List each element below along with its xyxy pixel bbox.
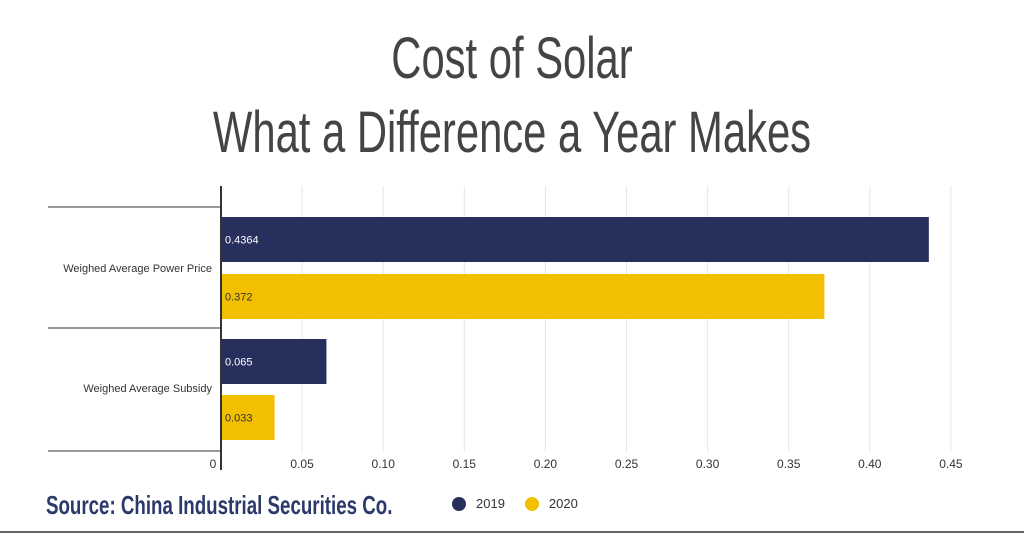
x-tick-label: 0.40 [858,457,882,471]
x-tick-label: 0.20 [534,457,558,471]
bar-2019 [222,339,327,384]
bar-2019 [222,217,929,262]
chart-title: Cost of Solar [391,26,633,91]
x-tick-label: 0 [210,457,217,471]
legend-item-2020: 2020 [524,496,578,511]
x-tick-label: 0.15 [453,457,477,471]
x-tick-label: 0.10 [372,457,396,471]
legend-swatch-2019 [452,496,466,511]
x-tick-label: 0.35 [777,457,801,471]
category-label: Weighed Average Power Price [63,263,212,275]
x-tick-label: 0.05 [290,457,314,471]
legend-item-2019: 2019 [452,496,505,511]
source-note: Source: China Industrial Securities Co. [46,490,393,520]
data-label: 0.372 [225,292,253,304]
legend-label-2019: 2019 [476,496,505,511]
bar-2020 [222,395,275,440]
legend: 2019 2020 [452,496,598,511]
x-tick-label: 0.25 [615,457,639,471]
bar-2020 [222,274,825,319]
legend-label-2020: 2020 [548,496,578,511]
data-label: 0.033 [225,413,253,425]
data-label: 0.065 [225,357,253,369]
x-tick-label: 0.30 [696,457,720,471]
chart-subtitle: What a Difference a Year Makes [212,100,812,165]
x-tick-label: 0.45 [939,457,963,471]
legend-swatch-2020 [524,496,539,511]
category-label: Weighed Average Subsidy [83,383,212,395]
bottom-rule [0,531,1024,533]
data-label: 0.4364 [225,235,259,247]
